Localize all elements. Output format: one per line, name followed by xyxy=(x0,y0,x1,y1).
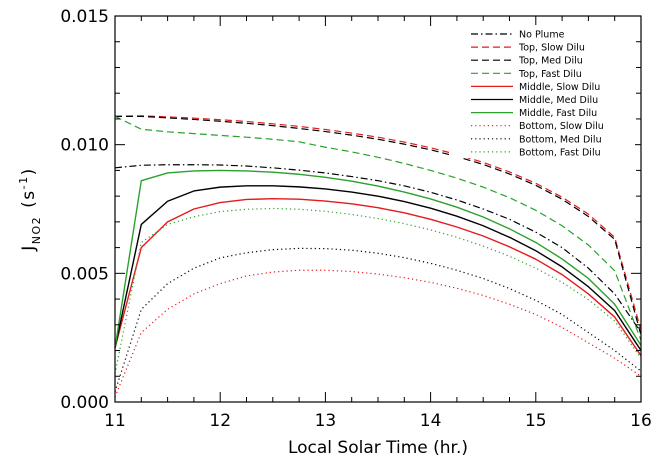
x-axis-label: Local Solar Time (hr.) xyxy=(288,438,468,458)
y-axis-label-main: J xyxy=(19,244,39,252)
legend-label-top-slow-dilu: Top, Slow Dilu xyxy=(518,43,585,54)
x-tick-label: 13 xyxy=(315,411,337,431)
legend-label-top-fast-dilu: Top, Fast Dilu xyxy=(518,69,582,80)
y-axis-label-unit-post: ) xyxy=(19,167,39,175)
y-axis-label: JNO2 (s-1) xyxy=(17,167,43,252)
legend: No Plume Top, Slow Dilu Top, Med Dilu Top, … xyxy=(449,25,635,158)
legend-label-middle-fast-dilu: Middle, Fast Dilu xyxy=(519,108,597,119)
x-tick-label: 12 xyxy=(209,411,231,431)
legend-label-bottom-slow-dilu: Bottom, Slow Dilu xyxy=(519,121,604,132)
legend-label-bottom-med-dilu: Bottom, Med Dilu xyxy=(519,134,602,145)
series-line-middle-fast-dilu xyxy=(114,169,642,349)
series-line-middle-med-dilu xyxy=(114,185,642,351)
legend-label-middle-slow-dilu: Middle, Slow Dilu xyxy=(519,82,600,93)
legend-label-no-plume: No Plume xyxy=(519,30,565,41)
y-tick-label: 0.010 xyxy=(60,136,109,156)
y-axis-label-unit-exp: -1 xyxy=(17,175,30,189)
y-tick-label: 0.015 xyxy=(60,7,109,27)
series-line-bottom-fast-dilu xyxy=(114,207,642,374)
x-tick-label: 14 xyxy=(420,411,442,431)
series-line-bottom-med-dilu xyxy=(114,247,642,392)
x-tick-label: 16 xyxy=(630,411,652,431)
series-line-top-fast-dilu xyxy=(114,115,642,341)
x-tick-label: 15 xyxy=(525,411,547,431)
y-axis-label-unit-pre: (s xyxy=(19,189,39,208)
legend-label-bottom-fast-dilu: Bottom, Fast Dilu xyxy=(519,147,601,158)
x-tick-label: 11 xyxy=(104,411,126,431)
y-tick-label: 0.005 xyxy=(60,264,109,284)
series-line-bottom-slow-dilu xyxy=(114,269,642,398)
tick-labels: 11 12 13 14 15 16 0.000 0.005 0.010 0.015 xyxy=(60,7,651,431)
axis-ticks xyxy=(114,15,642,403)
series-line-top-med-dilu xyxy=(115,115,642,336)
y-axis-label-sub: NO2 xyxy=(30,216,43,244)
series-line-top-slow-dilu xyxy=(114,115,642,331)
legend-background xyxy=(449,25,635,158)
series-line-no-plume xyxy=(114,164,642,333)
y-tick-label: 0.000 xyxy=(60,393,109,413)
legend-label-top-med-dilu: Top, Med Dilu xyxy=(518,56,583,67)
series-lines xyxy=(114,115,642,398)
legend-label-middle-med-dilu: Middle, Med Dilu xyxy=(519,95,598,106)
svg-text:JNO2(s-1): JNO2 (s-1) xyxy=(17,167,43,252)
series-line-middle-slow-dilu xyxy=(114,198,642,357)
